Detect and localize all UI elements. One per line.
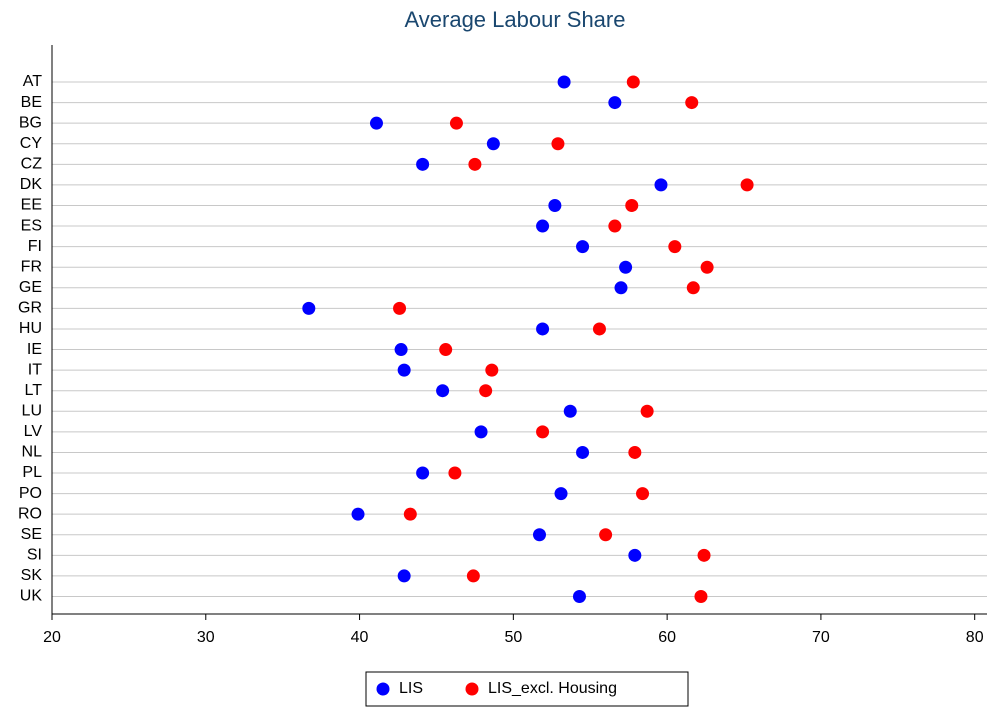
dot bbox=[351, 507, 365, 521]
dot bbox=[369, 116, 383, 130]
dot bbox=[668, 240, 682, 254]
dot bbox=[608, 219, 622, 233]
x-tick-label: 40 bbox=[351, 629, 369, 646]
y-tick-label: AT bbox=[23, 73, 42, 90]
dot bbox=[576, 445, 590, 459]
dot bbox=[557, 75, 571, 89]
dot bbox=[551, 137, 565, 151]
dot bbox=[626, 75, 640, 89]
dot bbox=[485, 363, 499, 377]
dot bbox=[302, 301, 316, 315]
dot bbox=[686, 281, 700, 295]
dot bbox=[625, 198, 639, 212]
dot bbox=[536, 425, 550, 439]
x-tick-label: 70 bbox=[812, 629, 830, 646]
dot bbox=[468, 157, 482, 171]
dot bbox=[474, 425, 488, 439]
dot bbox=[532, 528, 546, 542]
dot bbox=[628, 548, 642, 562]
dot bbox=[448, 466, 462, 480]
dot bbox=[397, 363, 411, 377]
y-tick-label: LU bbox=[22, 402, 42, 419]
dot bbox=[614, 281, 628, 295]
y-tick-label: BG bbox=[19, 114, 42, 131]
y-tick-label: RO bbox=[18, 505, 42, 522]
y-tick-label: GE bbox=[19, 279, 42, 296]
dot bbox=[700, 260, 714, 274]
dot bbox=[608, 96, 622, 110]
y-tick-label: CY bbox=[20, 135, 43, 152]
legend-marker bbox=[465, 682, 479, 696]
dot bbox=[548, 198, 562, 212]
y-tick-label: HU bbox=[19, 320, 42, 337]
dot bbox=[403, 507, 417, 521]
legend-marker bbox=[376, 682, 390, 696]
x-tick-label: 20 bbox=[43, 629, 61, 646]
legend-box bbox=[365, 671, 689, 707]
dot bbox=[393, 301, 407, 315]
dot bbox=[599, 528, 613, 542]
y-tick-label: GR bbox=[18, 300, 42, 317]
dot bbox=[654, 178, 668, 192]
y-tick-label: NL bbox=[22, 444, 43, 461]
dot bbox=[576, 240, 590, 254]
dot bbox=[416, 157, 430, 171]
legend-label: LIS_excl. Housing bbox=[488, 680, 617, 697]
dot bbox=[436, 384, 450, 398]
y-tick-label: SE bbox=[21, 526, 42, 543]
dot bbox=[449, 116, 463, 130]
dot bbox=[536, 219, 550, 233]
y-tick-label: IT bbox=[28, 361, 42, 378]
y-tick-label: ES bbox=[21, 217, 42, 234]
y-tick-label: LV bbox=[24, 423, 43, 440]
dot bbox=[563, 404, 577, 418]
dot bbox=[397, 569, 411, 583]
dot bbox=[486, 137, 500, 151]
dot bbox=[439, 343, 453, 357]
dot bbox=[416, 466, 430, 480]
y-tick-label: SK bbox=[21, 567, 43, 584]
y-tick-label: EE bbox=[21, 197, 42, 214]
dot bbox=[697, 548, 711, 562]
dot bbox=[685, 96, 699, 110]
y-tick-label: UK bbox=[20, 588, 43, 605]
x-tick-label: 50 bbox=[504, 629, 522, 646]
dot bbox=[592, 322, 606, 336]
y-tick-label: FR bbox=[21, 258, 42, 275]
legend-label: LIS bbox=[399, 680, 423, 697]
y-tick-label: PL bbox=[22, 464, 42, 481]
dot bbox=[466, 569, 480, 583]
y-tick-label: LT bbox=[25, 382, 43, 399]
dot bbox=[572, 590, 586, 603]
x-tick-label: 60 bbox=[658, 629, 676, 646]
y-tick-label: CZ bbox=[21, 156, 43, 173]
x-tick-label: 30 bbox=[197, 629, 215, 646]
dot bbox=[640, 404, 654, 418]
dot bbox=[536, 322, 550, 336]
y-tick-label: PO bbox=[19, 485, 42, 502]
dot bbox=[636, 487, 650, 501]
y-tick-label: IE bbox=[27, 341, 42, 358]
y-tick-label: SI bbox=[27, 547, 42, 564]
y-tick-label: FI bbox=[28, 238, 42, 255]
y-tick-label: DK bbox=[20, 176, 43, 193]
dot bbox=[619, 260, 633, 274]
chart-title: Average Labour Share bbox=[405, 7, 626, 32]
dot bbox=[394, 343, 408, 357]
y-tick-label: BE bbox=[21, 94, 42, 111]
dot bbox=[554, 487, 568, 501]
dot bbox=[479, 384, 493, 398]
dot bbox=[694, 590, 708, 603]
dot bbox=[740, 178, 754, 192]
x-tick-label: 80 bbox=[966, 629, 984, 646]
dot bbox=[628, 445, 642, 459]
